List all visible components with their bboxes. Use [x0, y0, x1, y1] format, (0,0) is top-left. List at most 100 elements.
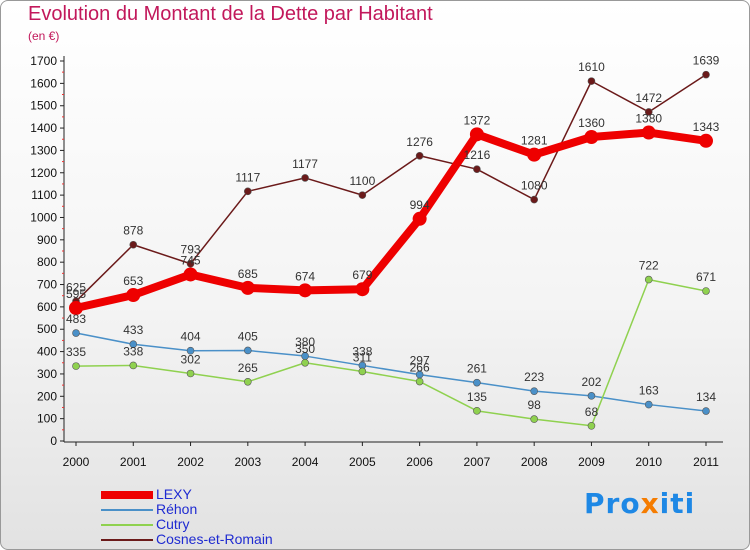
- data-point-cosnes-et-romain: [530, 195, 538, 204]
- data-label-r-hon: 433: [123, 323, 143, 337]
- data-label-lexy: 679: [352, 268, 372, 282]
- data-label-cosnes-et-romain: 1472: [635, 91, 662, 105]
- data-point-lexy: [183, 267, 198, 282]
- data-label-cutry: 350: [295, 342, 315, 356]
- data-point-cosnes-et-romain: [702, 70, 710, 79]
- x-tick-label: 2009: [578, 455, 605, 469]
- data-point-r-hon: [72, 329, 80, 337]
- y-tick-label: 1300: [30, 143, 57, 157]
- data-label-cutry: 311: [353, 350, 372, 364]
- data-point-lexy: [355, 282, 370, 297]
- data-point-cutry: [244, 377, 252, 386]
- data-label-lexy: 1360: [578, 116, 605, 130]
- data-label-cutry: 265: [238, 361, 258, 375]
- y-tick-label: 100: [37, 412, 57, 426]
- data-label-cutry: 671: [696, 270, 716, 284]
- data-point-r-hon: [587, 392, 596, 400]
- y-tick-label: 1400: [30, 121, 57, 135]
- legend-item-lexy: LEXY: [101, 486, 321, 502]
- logo-part-3: iti: [659, 487, 696, 520]
- data-label-lexy: 1343: [693, 120, 720, 134]
- data-label-r-hon: 261: [467, 362, 487, 376]
- data-label-cutry: 302: [181, 352, 201, 366]
- data-label-cutry: 338: [123, 344, 143, 358]
- data-point-cosnes-et-romain: [244, 187, 252, 196]
- data-label-cosnes-et-romain: 878: [123, 224, 143, 238]
- legend-label-cutry: Cutry: [156, 516, 190, 532]
- x-tick-label: 2005: [349, 455, 376, 469]
- data-label-cosnes-et-romain: 1639: [693, 54, 720, 68]
- logo-part-1: Pro: [584, 487, 641, 520]
- data-point-lexy: [469, 127, 484, 142]
- data-point-lexy: [412, 211, 427, 226]
- data-point-r-hon: [702, 407, 710, 415]
- y-tick-label: 1000: [30, 210, 57, 224]
- data-point-cutry: [530, 415, 538, 423]
- data-point-cutry: [702, 287, 710, 295]
- data-point-cosnes-et-romain: [473, 165, 481, 173]
- series-line-cutry: [75, 278, 707, 427]
- data-label-r-hon: 223: [524, 370, 544, 384]
- x-tick-label: 2003: [234, 455, 261, 469]
- data-label-r-hon: 134: [696, 390, 716, 404]
- legend: LEXY Réhon Cutry Cosnes-et-Romain: [101, 486, 321, 547]
- data-label-cosnes-et-romain: 1610: [578, 60, 605, 74]
- data-point-cosnes-et-romain: [186, 259, 195, 268]
- data-label-cosnes-et-romain: 793: [181, 243, 201, 257]
- data-label-r-hon: 202: [581, 375, 601, 389]
- y-tick-label: 800: [37, 255, 57, 269]
- data-label-r-hon: 338: [352, 344, 372, 358]
- data-label-cosnes-et-romain: 1100: [349, 174, 375, 188]
- y-tick-label: 1700: [30, 54, 57, 68]
- y-tick-label: 300: [37, 367, 57, 381]
- data-label-lexy: 674: [295, 269, 315, 283]
- data-point-cutry: [301, 358, 309, 367]
- data-label-cosnes-et-romain: 625: [66, 280, 86, 294]
- data-label-r-hon: 483: [66, 312, 86, 326]
- y-tick-label: 200: [37, 389, 57, 403]
- data-point-lexy: [527, 147, 542, 162]
- data-point-cosnes-et-romain: [415, 151, 424, 160]
- legend-swatch-lexy: [101, 491, 153, 499]
- x-tick-label: 2010: [635, 455, 662, 469]
- chart-title: Evolution du Montant de la Dette par Hab…: [28, 3, 433, 25]
- data-point-lexy: [240, 280, 255, 295]
- data-point-cutry: [415, 377, 424, 386]
- data-label-cutry: 135: [467, 390, 487, 404]
- y-tick-label: 900: [37, 233, 57, 247]
- data-point-cutry: [644, 275, 653, 284]
- data-label-lexy: 994: [410, 198, 430, 212]
- legend-swatch-cutry: [101, 524, 153, 526]
- data-label-cutry: 68: [585, 405, 599, 419]
- data-label-r-hon: 297: [410, 354, 430, 368]
- x-tick-label: 2006: [406, 455, 433, 469]
- legend-label-rehon: Réhon: [156, 501, 198, 517]
- data-point-cosnes-et-romain: [358, 191, 367, 199]
- data-point-cosnes-et-romain: [129, 240, 138, 249]
- data-point-cutry: [587, 421, 596, 430]
- legend-item-cosnes: Cosnes-et-Romain: [101, 531, 321, 547]
- data-label-r-hon: 405: [238, 329, 258, 343]
- y-tick-label: 600: [37, 300, 57, 314]
- data-label-lexy: 1372: [464, 113, 491, 127]
- data-point-cutry: [129, 361, 138, 370]
- series-line-r-hon: [75, 332, 707, 412]
- data-label-cosnes-et-romain: 1177: [292, 157, 318, 171]
- data-label-lexy: 1380: [635, 112, 662, 126]
- data-label-cosnes-et-romain: 1276: [406, 135, 433, 149]
- x-tick-label: 2000: [63, 455, 90, 469]
- data-point-r-hon: [530, 387, 538, 395]
- data-label-r-hon: 380: [295, 335, 315, 349]
- chart-subtitle: (en €): [28, 29, 60, 43]
- data-label-r-hon: 404: [181, 330, 201, 344]
- y-tick-label: 1500: [30, 99, 57, 113]
- y-tick-label: 1200: [30, 166, 57, 180]
- data-label-cutry: 722: [639, 259, 659, 273]
- data-point-cosnes-et-romain: [301, 174, 309, 182]
- legend-label-cosnes: Cosnes-et-Romain: [156, 531, 273, 547]
- proxiti-logo: Proxiti: [584, 487, 695, 520]
- legend-swatch-cosnes: [101, 539, 153, 541]
- x-tick-label: 2002: [177, 455, 204, 469]
- series-line-lexy: [72, 128, 710, 312]
